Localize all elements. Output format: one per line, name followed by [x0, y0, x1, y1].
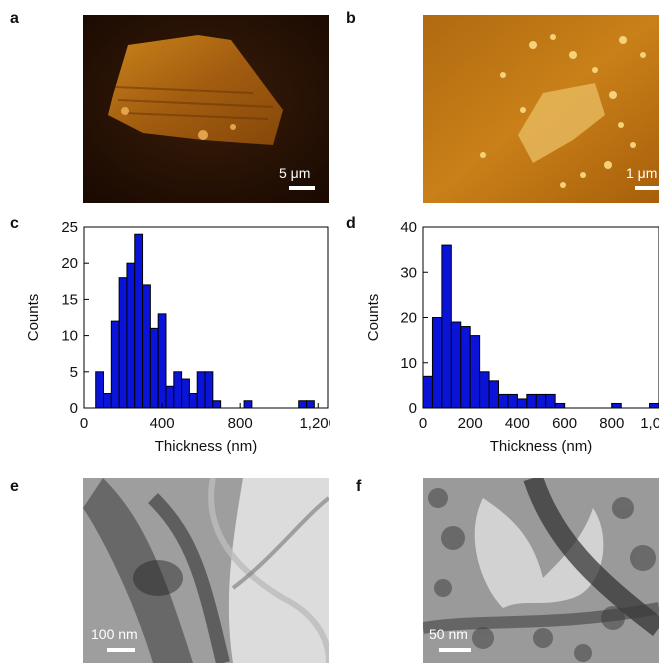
histogram-bar	[181, 378, 190, 409]
x-tick-label: 1,000	[640, 415, 659, 432]
histogram-c: 0 5 10 15 20 25 0 400 800 1,200 Thickness (nm) Coun…	[25, 219, 330, 455]
x-tick-label: 0	[80, 415, 88, 432]
histogram-bar	[142, 284, 151, 409]
histogram-bar	[535, 393, 547, 409]
histogram-bar	[165, 385, 175, 409]
histogram-bar	[516, 398, 528, 409]
histogram-bar	[498, 393, 509, 409]
x-axis-label: Thickness (nm)	[490, 438, 593, 455]
tem-image-e-graphic	[83, 478, 329, 663]
x-tick-label: 800	[599, 415, 624, 432]
y-axis-label: Counts	[25, 294, 42, 342]
scale-bar-a	[289, 186, 315, 190]
tem-image-f-graphic	[423, 478, 659, 663]
scale-bar-label-f: 50 nm	[429, 626, 468, 642]
panel-letter-b: b	[346, 10, 356, 27]
histogram-bar	[507, 393, 518, 409]
histogram-bar	[431, 317, 443, 409]
histogram-bar	[649, 402, 659, 409]
histogram-bar	[306, 400, 315, 409]
scale-bar-f	[439, 648, 471, 652]
y-tick-label: 40	[400, 219, 417, 236]
plot-frame	[83, 226, 329, 409]
histogram-bar	[611, 402, 622, 409]
x-tick-label: 800	[228, 415, 253, 432]
histogram-bar	[188, 393, 198, 409]
histogram-bar	[110, 320, 120, 409]
y-tick-label: 10	[61, 328, 78, 345]
panel-letter-a: a	[10, 10, 19, 27]
y-tick-label: 10	[400, 355, 417, 372]
panel-letter-e: e	[10, 478, 19, 495]
x-tick-label: 1,200	[299, 415, 330, 432]
scale-bar-label-a: 5 μm	[279, 165, 311, 181]
histogram-bar	[173, 371, 183, 409]
y-tick-label: 20	[400, 310, 417, 327]
x-tick-label: 600	[552, 415, 577, 432]
histogram-bar	[469, 335, 481, 409]
histogram-bar	[103, 393, 112, 409]
afm-image-a-graphic	[83, 15, 329, 203]
scale-bar-e	[107, 648, 135, 652]
y-tick-label: 30	[400, 264, 417, 281]
histogram-bar	[488, 380, 500, 409]
y-tick-label: 0	[409, 400, 417, 417]
scale-bar-b	[635, 186, 659, 190]
histogram-bar	[422, 375, 433, 409]
x-axis-label: Thickness (nm)	[155, 438, 258, 455]
histogram-bar	[204, 371, 214, 409]
histogram-bar	[126, 262, 136, 409]
histogram-bar	[460, 326, 471, 409]
histogram-bar	[545, 393, 556, 409]
afm-image-b-graphic	[423, 15, 659, 203]
panel-letter-d: d	[346, 215, 356, 232]
histogram-bar	[243, 400, 253, 409]
histogram-bar	[134, 233, 144, 409]
tem-image-e: 100 nm	[83, 478, 329, 663]
histogram-bar	[196, 371, 206, 409]
x-tick-label: 400	[150, 415, 175, 432]
histogram-bar	[526, 393, 537, 409]
y-tick-label: 5	[70, 364, 78, 381]
y-axis-label: Counts	[365, 294, 382, 342]
scale-bar-label-b: 1 μm	[626, 165, 658, 181]
histogram-bar	[479, 371, 490, 409]
histogram-bar	[554, 402, 566, 409]
afm-image-a: 5 μm	[83, 15, 329, 203]
histogram-bar	[298, 400, 308, 409]
histogram-bar	[450, 321, 462, 409]
y-tick-label: 25	[61, 219, 78, 236]
histogram-bar	[212, 400, 222, 409]
histogram-bar	[157, 313, 167, 409]
tem-image-f: 50 nm	[423, 478, 659, 663]
histogram-bar	[118, 277, 128, 409]
y-tick-label: 15	[61, 291, 78, 308]
x-tick-label: 0	[419, 415, 427, 432]
histogram-bar	[149, 327, 159, 409]
x-tick-label: 200	[458, 415, 483, 432]
scale-bar-label-e: 100 nm	[91, 626, 138, 642]
panel-letter-f: f	[356, 478, 362, 495]
y-tick-label: 0	[70, 400, 78, 417]
histogram-bar	[441, 244, 452, 409]
panel-letter-c: c	[10, 215, 19, 232]
y-tick-label: 20	[61, 255, 78, 272]
afm-image-b: 1 μm	[423, 15, 659, 203]
x-tick-label: 400	[505, 415, 530, 432]
histogram-bar	[95, 371, 105, 409]
